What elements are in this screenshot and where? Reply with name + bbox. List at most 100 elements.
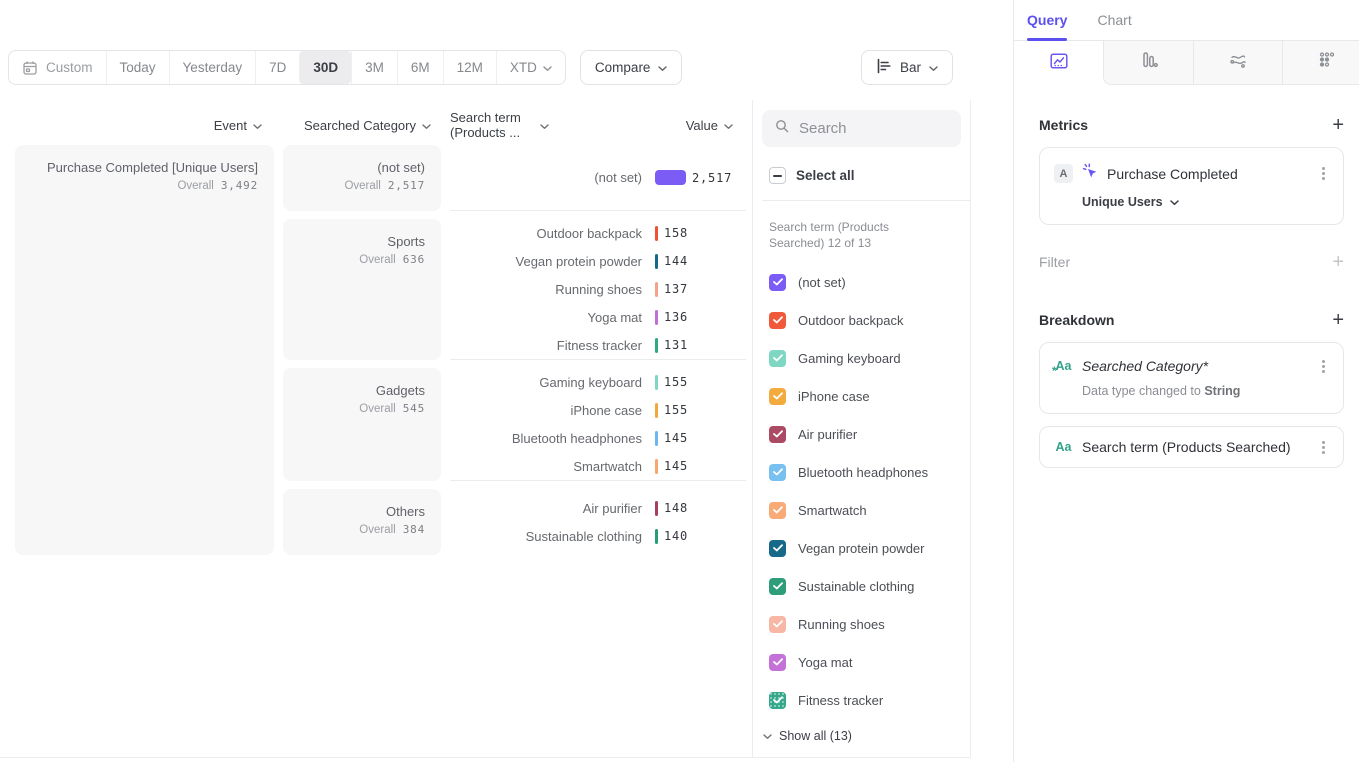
measure-selector[interactable]: Unique Users bbox=[1082, 195, 1329, 209]
date-range-7d[interactable]: 7D bbox=[255, 51, 299, 84]
select-all-row[interactable]: Select all bbox=[769, 167, 961, 184]
legend-item[interactable]: Vegan protein powder bbox=[762, 529, 961, 567]
legend-item[interactable]: Bluetooth headphones bbox=[762, 453, 961, 491]
check-icon bbox=[772, 506, 783, 514]
show-all-label: Show all (13) bbox=[779, 729, 852, 743]
term-row[interactable]: Sustainable clothing 140 bbox=[450, 522, 746, 550]
value-cell: 148 bbox=[642, 500, 746, 516]
series-checkbox[interactable] bbox=[769, 349, 786, 367]
category-name: Sports bbox=[387, 234, 425, 249]
legend-search-input[interactable] bbox=[799, 120, 929, 137]
term-row[interactable]: Yoga mat 136 bbox=[450, 303, 746, 331]
date-range-today[interactable]: Today bbox=[105, 51, 169, 84]
kebab-menu-icon[interactable] bbox=[1322, 364, 1325, 368]
chevron-down-icon bbox=[422, 118, 431, 133]
date-range-6m[interactable]: 6M bbox=[396, 51, 443, 84]
query-sidebar: Query Chart Metrics bbox=[1013, 0, 1359, 762]
term-label: Yoga mat bbox=[587, 309, 642, 325]
series-checkbox[interactable] bbox=[769, 577, 786, 595]
series-checkbox[interactable] bbox=[769, 425, 786, 443]
term-row[interactable]: Outdoor backpack 158 bbox=[450, 219, 746, 247]
add-metric-button[interactable]: + bbox=[1332, 114, 1344, 136]
tab-query[interactable]: Query bbox=[1027, 0, 1068, 41]
tab-insights[interactable] bbox=[1014, 41, 1103, 85]
legend-item[interactable]: Sustainable clothing bbox=[762, 567, 961, 605]
legend-item[interactable]: Running shoes bbox=[762, 605, 961, 643]
legend-search-box[interactable] bbox=[762, 110, 961, 147]
category-cell[interactable]: (not set) Overall 2,517 bbox=[283, 145, 441, 211]
term-label: (not set) bbox=[594, 170, 642, 185]
chart-bottom-border bbox=[0, 757, 971, 758]
series-checkbox[interactable] bbox=[769, 653, 786, 671]
report-type-tabs-rest bbox=[1103, 41, 1359, 85]
date-range-12m[interactable]: 12M bbox=[442, 51, 496, 84]
term-row[interactable]: (not set) 2,517 bbox=[450, 164, 746, 192]
legend-item[interactable]: (not set) bbox=[762, 263, 961, 301]
event-cell[interactable]: Purchase Completed [Unique Users] Overal… bbox=[15, 145, 274, 555]
series-checkbox[interactable] bbox=[769, 311, 786, 329]
column-header-search-term[interactable]: Search term (Products ... bbox=[450, 110, 641, 140]
term-row[interactable]: Running shoes 137 bbox=[450, 275, 746, 303]
chart-type-button[interactable]: Bar bbox=[860, 50, 953, 85]
series-checkbox[interactable] bbox=[769, 273, 786, 291]
date-range-custom[interactable]: Custom bbox=[9, 51, 106, 84]
kebab-menu-icon[interactable] bbox=[1322, 172, 1325, 175]
category-groups: (not set) Overall 2,517 bbox=[283, 145, 746, 555]
metric-card[interactable]: A Purchase Completed Unique Users bbox=[1039, 147, 1344, 225]
legend-item[interactable]: Fitness tracker bbox=[762, 681, 961, 719]
date-range-yesterday[interactable]: Yesterday bbox=[168, 51, 256, 84]
kebab-menu-icon[interactable] bbox=[1322, 445, 1325, 449]
legend-item[interactable]: Yoga mat bbox=[762, 643, 961, 681]
term-row[interactable]: iPhone case 155 bbox=[450, 396, 746, 424]
term-row[interactable]: Smartwatch 145 bbox=[450, 452, 746, 480]
term-row[interactable]: Bluetooth headphones 145 bbox=[450, 424, 746, 452]
compare-button[interactable]: Compare bbox=[579, 50, 683, 85]
legend-item[interactable]: Smartwatch bbox=[762, 491, 961, 529]
legend-item[interactable]: Gaming keyboard bbox=[762, 339, 961, 377]
value-cell: 137 bbox=[642, 281, 746, 297]
series-checkbox[interactable] bbox=[769, 501, 786, 519]
date-range-3m[interactable]: 3M bbox=[351, 51, 397, 84]
overall-label: Overall bbox=[344, 180, 381, 192]
legend-item[interactable]: Air purifier bbox=[762, 415, 961, 453]
category-cell[interactable]: Others Overall 384 bbox=[283, 489, 441, 555]
value-cell: 131 bbox=[642, 337, 746, 353]
date-range-30d[interactable]: 30D bbox=[299, 51, 352, 84]
term-row[interactable]: Air purifier 148 bbox=[450, 494, 746, 522]
legend-item-label: Air purifier bbox=[798, 426, 858, 442]
tab-chart[interactable]: Chart bbox=[1097, 0, 1131, 40]
legend-item-label: Bluetooth headphones bbox=[798, 464, 929, 480]
series-checkbox[interactable] bbox=[769, 539, 786, 557]
column-header-searched-category[interactable]: Searched Category bbox=[283, 118, 441, 133]
select-all-checkbox[interactable] bbox=[769, 167, 786, 184]
table-body: Purchase Completed [Unique Users] Overal… bbox=[15, 145, 746, 555]
show-all-button[interactable]: Show all (13) bbox=[763, 719, 961, 753]
breakdown-card-searched-category[interactable]: Aa * Searched Category* Data type changed… bbox=[1039, 342, 1344, 414]
tab-funnels[interactable] bbox=[1104, 41, 1193, 84]
series-checkbox[interactable] bbox=[769, 387, 786, 405]
column-header-value[interactable]: Value bbox=[650, 118, 746, 133]
legend-item[interactable]: Outdoor backpack bbox=[762, 301, 961, 339]
category-cell[interactable]: Sports Overall 636 bbox=[283, 219, 441, 360]
category-cell[interactable]: Gadgets Overall 545 bbox=[283, 368, 441, 481]
tab-flows[interactable] bbox=[1193, 41, 1282, 84]
add-filter-button[interactable]: + bbox=[1332, 251, 1344, 273]
value-bar bbox=[655, 170, 686, 185]
term-row[interactable]: Fitness tracker 131 bbox=[450, 331, 746, 359]
term-row[interactable]: Vegan protein powder 144 bbox=[450, 247, 746, 275]
term-row[interactable]: Gaming keyboard 155 bbox=[450, 368, 746, 396]
series-checkbox[interactable] bbox=[769, 691, 786, 709]
series-checkbox[interactable] bbox=[769, 463, 786, 481]
value-cell: 155 bbox=[642, 374, 746, 390]
date-range-xtd[interactable]: XTD bbox=[495, 51, 565, 84]
add-breakdown-button[interactable]: + bbox=[1332, 309, 1344, 331]
value-bar bbox=[655, 337, 658, 353]
series-checkbox[interactable] bbox=[769, 615, 786, 633]
value-cell: 155 bbox=[642, 402, 746, 418]
breakdown-card-search-term[interactable]: Aa Search term (Products Searched) bbox=[1039, 426, 1344, 468]
column-header-event[interactable]: Event bbox=[15, 118, 274, 133]
category-column: Others Overall 384 bbox=[283, 489, 441, 555]
legend-item[interactable]: iPhone case bbox=[762, 377, 961, 415]
tab-retention[interactable] bbox=[1282, 41, 1359, 84]
filter-title: Filter bbox=[1039, 254, 1071, 270]
